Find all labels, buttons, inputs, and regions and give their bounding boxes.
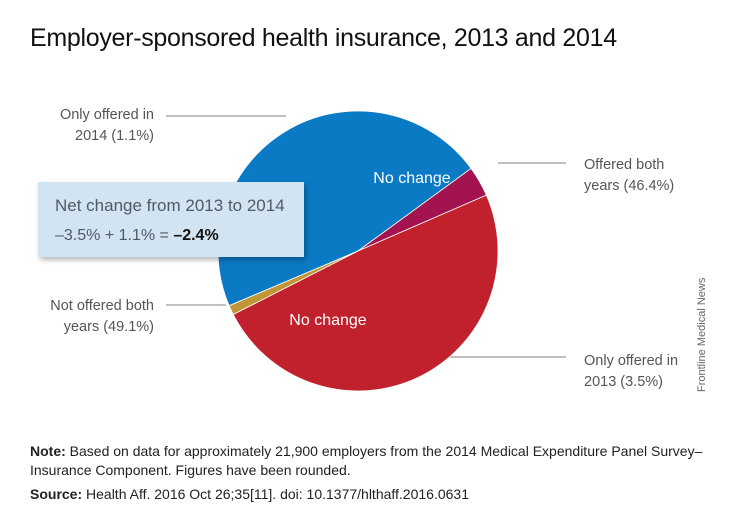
label-offered-both-years: Offered both years (46.4%) xyxy=(584,157,675,194)
label-only-offered-2013: Only offered in 2013 (3.5%) xyxy=(584,353,679,390)
net-change-result: –2.4% xyxy=(173,227,219,244)
slice-label-no-change-top: No change xyxy=(373,170,450,187)
net-change-equation: –3.5% + 1.1% = –2.4% xyxy=(55,227,219,244)
credit-text: Frontline Medical News xyxy=(696,277,708,392)
net-change-title: Net change from 2013 to 2014 xyxy=(55,196,285,215)
label-only-offered-2014: Only offered in 2014 (1.1%) xyxy=(59,107,154,144)
chart-title: Employer-sponsored health insurance, 201… xyxy=(30,24,617,52)
label-not-offered-both-years: Not offered both years (49.1%) xyxy=(50,298,154,335)
source-line: Source: Health Aff. 2016 Oct 26;35[11]. … xyxy=(30,486,469,502)
footnote: Note: Based on data for approximately 21… xyxy=(30,443,703,478)
pie-slice-only-offered-in-2014 xyxy=(228,250,359,315)
slice-label-no-change-bottom: No change xyxy=(289,312,366,329)
pie-slice-not-offered-both-years xyxy=(232,194,499,392)
net-change-box: Net change from 2013 to 2014 –3.5% + 1.1… xyxy=(38,182,304,257)
